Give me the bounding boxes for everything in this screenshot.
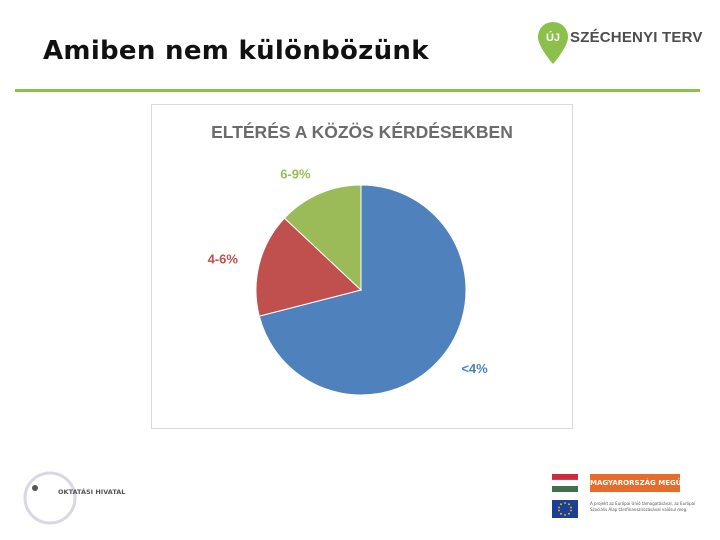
hungarian-flag-and-eu-flag-icon <box>551 474 579 518</box>
logo-mark: ÚJ <box>546 31 560 44</box>
pie-slice-label-1: <4% <box>461 361 488 376</box>
pie-chart: <4% 4-6% 6-9% <box>208 166 488 396</box>
oktatasi-hivatal-text: OKTATÁSI HIVATAL <box>58 488 126 496</box>
hungary-renewal-label: MAGYARORSZÁG MEGÚJUL <box>590 474 680 492</box>
pie-slice-label-2: 4-6% <box>208 251 239 266</box>
pie-slice-1 <box>258 184 467 396</box>
logo-text: SZÉCHENYI TERV <box>570 29 703 46</box>
pie-slice-label-3: 6-9% <box>280 166 311 181</box>
pie-slice-3 <box>283 184 362 292</box>
oktatasi-hivatal-logo: OKTATÁSI HIVATAL <box>22 470 132 526</box>
eu-funding-text: A projekt az Európai Unió támogatásával,… <box>590 501 696 512</box>
chart-title: ELTÉRÉS A KÖZÖS KÉRDÉSEKBEN <box>211 122 513 142</box>
pie-slice-2 <box>255 217 363 317</box>
szechenyi-terv-logo: ÚJ SZÉCHENYI TERV <box>536 20 702 68</box>
chart-frame: ELTÉRÉS A KÖZÖS KÉRDÉSEKBEN <4% 4-6% 6-9% <box>151 104 573 429</box>
hungary-eu-banner: MAGYARORSZÁG MEGÚJUL A projekt az Európa… <box>548 470 698 522</box>
slide-title: Amiben nem különbözünk <box>43 36 429 66</box>
title-divider <box>15 89 700 92</box>
map-pin-icon: ÚJ <box>538 22 568 64</box>
circle-emblem-icon <box>23 471 77 525</box>
